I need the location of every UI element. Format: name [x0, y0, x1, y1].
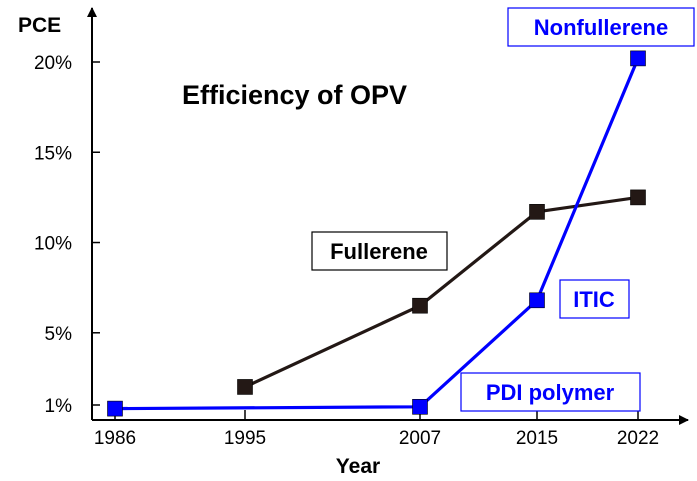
data-point-nonfullerene [630, 50, 646, 67]
data-point-nonfullerene [412, 399, 428, 415]
annotation-itic: ITIC [559, 279, 630, 319]
y-tick-label: 1% [45, 396, 73, 417]
x-tick-label: 2022 [617, 428, 659, 449]
y-tick-label: 10% [34, 234, 72, 255]
x-ticks: 1986 1995 2007 2015 2022 [94, 410, 659, 449]
y-tick-label: 20% [34, 53, 72, 74]
data-point-fullerene [412, 297, 428, 314]
data-point-fullerene [529, 204, 545, 220]
x-tick-label: 1986 [94, 428, 136, 449]
annotation-fullerene: Fullerene [311, 231, 448, 271]
annotation-fullerene-text: Fullerene [330, 239, 428, 264]
x-tick-label: 2007 [399, 428, 441, 449]
y-ticks: 1% 5% 10% 15% 20% [34, 53, 100, 417]
series-line-fullerene [244, 195, 639, 389]
series-line-nonfullerene [114, 57, 640, 411]
y-axis-label: PCE [18, 14, 61, 37]
annotation-itic-text: ITIC [573, 287, 615, 312]
annotation-nonfullerene-text: Nonfullerene [534, 15, 668, 40]
data-point-fullerene [237, 379, 253, 395]
data-point-nonfullerene [529, 292, 545, 309]
annotation-pdi-polymer: PDI polymer [460, 372, 641, 412]
annotation-pdi-polymer-text: PDI polymer [486, 380, 615, 405]
data-point-nonfullerene [107, 400, 123, 417]
chart-title: Efficiency of OPV [182, 80, 407, 110]
x-axis-label: Year [336, 455, 380, 478]
y-tick-label: 5% [45, 324, 73, 345]
x-tick-label: 1995 [224, 428, 266, 449]
annotation-nonfullerene: Nonfullerene [507, 7, 695, 47]
series-layer [107, 50, 646, 417]
y-tick-label: 15% [34, 143, 72, 164]
data-point-fullerene [630, 189, 646, 206]
x-tick-label: 2015 [516, 428, 558, 449]
